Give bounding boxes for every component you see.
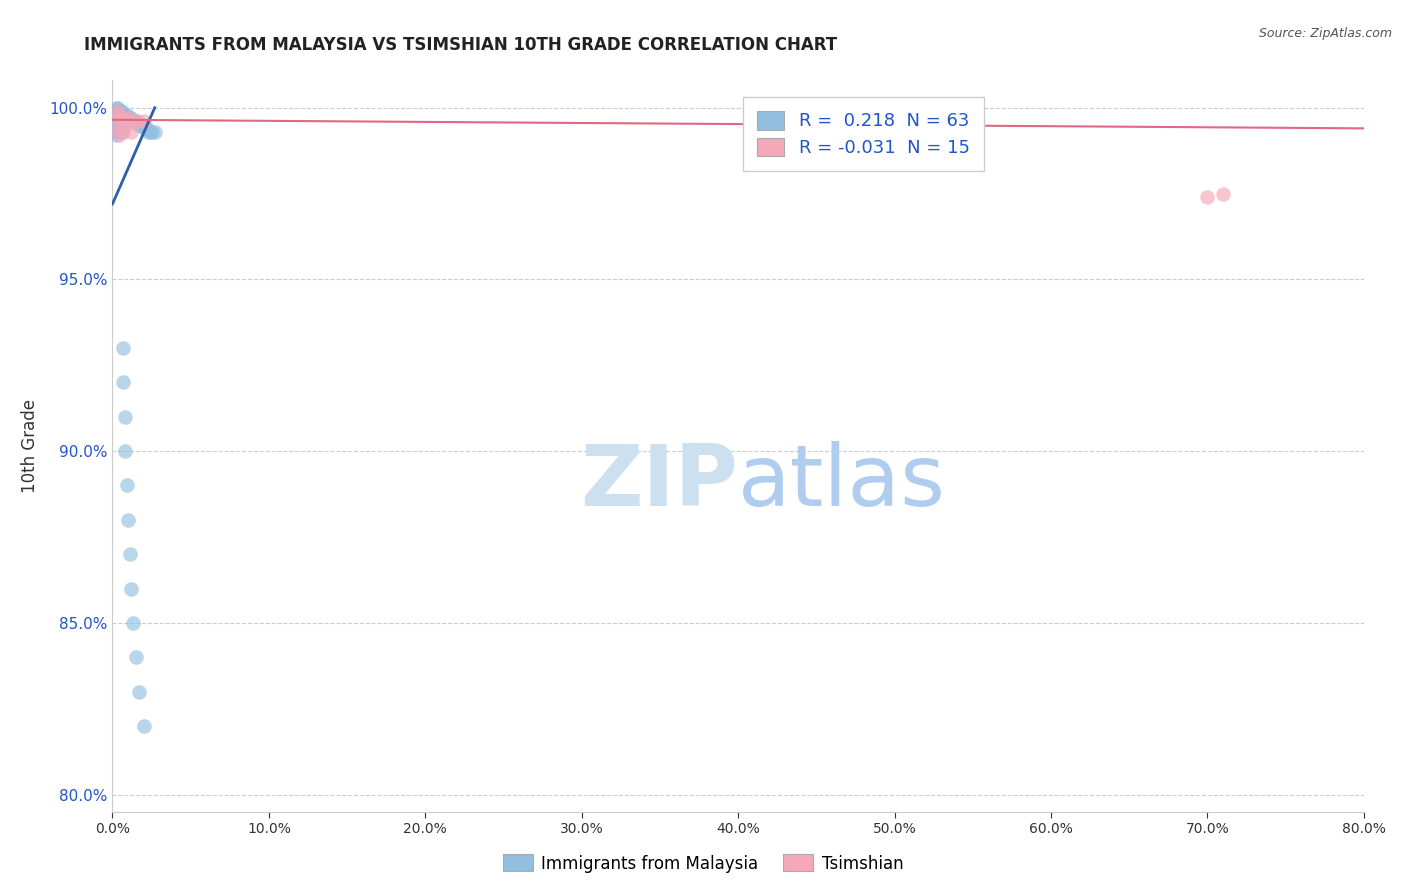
Point xyxy=(104,121,127,136)
Point xyxy=(132,719,155,733)
Point xyxy=(107,128,129,143)
Point xyxy=(105,104,128,119)
Point xyxy=(112,341,135,355)
Point xyxy=(117,513,139,527)
Point xyxy=(104,128,127,143)
Text: atlas: atlas xyxy=(738,441,946,524)
Point xyxy=(127,118,149,132)
Point xyxy=(105,101,128,115)
Point xyxy=(110,104,132,119)
Point xyxy=(128,118,150,132)
Point xyxy=(128,684,150,698)
Point xyxy=(125,650,148,665)
Point xyxy=(103,104,125,119)
Point xyxy=(120,582,142,596)
Point xyxy=(114,444,136,458)
Point xyxy=(120,125,142,139)
Point xyxy=(104,125,127,139)
Point xyxy=(135,121,157,136)
Point xyxy=(118,111,141,125)
Point xyxy=(103,104,125,119)
Point xyxy=(110,111,132,125)
Point xyxy=(111,104,134,119)
Point xyxy=(103,111,125,125)
Point xyxy=(139,125,162,139)
Point xyxy=(112,107,135,121)
Point xyxy=(104,114,127,128)
Point xyxy=(121,114,143,128)
Y-axis label: 10th Grade: 10th Grade xyxy=(21,399,38,493)
Point xyxy=(107,107,129,121)
Point xyxy=(143,125,166,139)
Legend: Immigrants from Malaysia, Tsimshian: Immigrants from Malaysia, Tsimshian xyxy=(496,847,910,880)
Point xyxy=(132,114,155,128)
Point xyxy=(115,478,138,492)
Point xyxy=(105,114,128,128)
Point xyxy=(111,111,134,125)
Text: Source: ZipAtlas.com: Source: ZipAtlas.com xyxy=(1258,27,1392,40)
Point xyxy=(114,118,136,132)
Point xyxy=(124,114,146,128)
Point xyxy=(111,125,134,139)
Point xyxy=(107,114,129,128)
Text: ZIP: ZIP xyxy=(581,441,738,524)
Point xyxy=(111,121,134,136)
Point xyxy=(110,118,132,132)
Point xyxy=(107,121,129,136)
Point xyxy=(103,125,125,139)
Point xyxy=(118,547,141,561)
Point xyxy=(115,107,138,121)
Point xyxy=(107,118,129,132)
Point xyxy=(121,114,143,128)
Text: IMMIGRANTS FROM MALAYSIA VS TSIMSHIAN 10TH GRADE CORRELATION CHART: IMMIGRANTS FROM MALAYSIA VS TSIMSHIAN 10… xyxy=(84,36,838,54)
Point xyxy=(104,111,127,125)
Point xyxy=(112,376,135,390)
Point xyxy=(114,409,136,424)
Legend: R =  0.218  N = 63, R = -0.031  N = 15: R = 0.218 N = 63, R = -0.031 N = 15 xyxy=(742,96,984,171)
Point xyxy=(107,104,129,119)
Point xyxy=(1197,190,1219,204)
Point xyxy=(127,114,149,128)
Point xyxy=(117,111,139,125)
Point xyxy=(103,107,125,121)
Point xyxy=(112,125,135,139)
Point xyxy=(110,121,132,136)
Point xyxy=(105,111,128,125)
Point xyxy=(131,118,153,132)
Point xyxy=(104,107,127,121)
Point xyxy=(1212,186,1234,201)
Point xyxy=(105,118,128,132)
Point xyxy=(105,121,128,136)
Point xyxy=(105,121,128,136)
Point xyxy=(104,118,127,132)
Point xyxy=(103,121,125,136)
Point xyxy=(103,114,125,128)
Point xyxy=(141,125,163,139)
Point xyxy=(105,101,128,115)
Point xyxy=(129,118,152,132)
Point xyxy=(138,125,160,139)
Point xyxy=(120,111,142,125)
Point xyxy=(121,615,143,630)
Point xyxy=(132,121,155,136)
Point xyxy=(103,118,125,132)
Point xyxy=(134,121,156,136)
Point xyxy=(117,111,139,125)
Point xyxy=(125,114,148,128)
Point xyxy=(114,107,136,121)
